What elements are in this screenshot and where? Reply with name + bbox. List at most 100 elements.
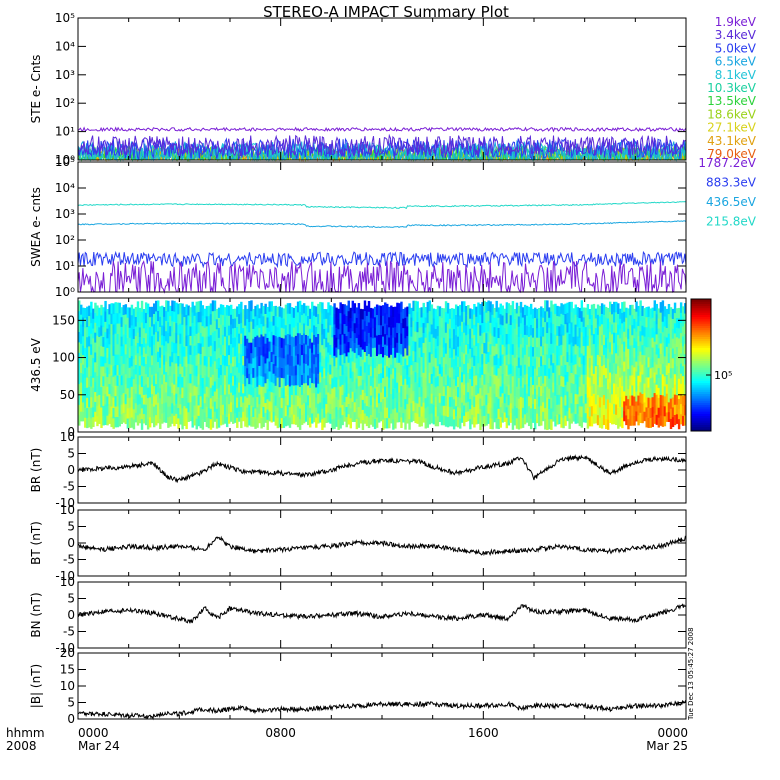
heatmap-cell [485, 373, 488, 385]
heatmap-cell [140, 311, 144, 323]
heatmap-cell [489, 301, 492, 313]
heatmap-cell [454, 395, 458, 407]
heatmap-cell [82, 364, 85, 375]
heatmap-cell [347, 403, 350, 415]
heatmap-cell [509, 305, 513, 316]
heatmap-cell [244, 305, 247, 316]
heatmap-cell [363, 331, 367, 342]
heatmap-cell [246, 397, 249, 408]
heatmap-cell [345, 325, 348, 337]
heatmap-cell [250, 352, 253, 364]
heatmap-cell [213, 320, 217, 332]
heatmap-cell [574, 334, 577, 345]
heatmap-cell [187, 334, 190, 345]
heatmap-cell [284, 324, 288, 336]
heatmap-cell [300, 304, 304, 316]
field-line [77, 454, 687, 484]
heatmap-cell [596, 394, 600, 406]
heatmap-cell [536, 356, 539, 367]
heatmap-cell [467, 353, 470, 364]
heatmap-cell [280, 407, 284, 419]
heatmap-cell [323, 358, 326, 369]
heatmap-cell [248, 383, 251, 395]
heatmap-cell [94, 401, 97, 412]
heatmap-cell [238, 401, 241, 412]
heatmap-cell [278, 316, 282, 327]
heatmap-cell [452, 378, 456, 390]
heatmap-cell [159, 418, 162, 429]
heatmap-cell [548, 337, 551, 349]
heatmap-cell [221, 334, 225, 346]
heatmap-cell [132, 328, 136, 340]
heatmap-cell [304, 305, 308, 316]
heatmap-cell [274, 365, 278, 376]
colorbar-step [691, 351, 711, 355]
heatmap-cell [146, 418, 150, 430]
heatmap-cell [300, 394, 304, 405]
colorbar-step [691, 380, 711, 384]
heatmap-cell [382, 367, 385, 379]
heatmap-cell [570, 362, 573, 373]
heatmap-cell [623, 311, 626, 322]
heatmap-cell [142, 375, 146, 386]
heatmap-cell [546, 418, 549, 431]
heatmap-cell [227, 394, 231, 405]
heatmap-cell [379, 363, 383, 374]
heatmap-cell [92, 347, 95, 359]
heatmap-cell [118, 364, 121, 375]
heatmap-cell [456, 396, 460, 408]
heatmap-cell [311, 403, 314, 414]
heatmap-cell [260, 365, 263, 377]
heatmap-cell [146, 366, 150, 378]
heatmap-cell [88, 315, 91, 327]
heatmap-cell [365, 325, 369, 336]
heatmap-cell [236, 306, 239, 317]
heatmap-cell [294, 315, 298, 326]
y-tick-label: 100 [52, 351, 75, 365]
heatmap-cell [382, 336, 385, 347]
heatmap-cell [80, 314, 83, 325]
heatmap-cell [140, 375, 144, 387]
heatmap-cell [351, 341, 355, 352]
heatmap-cell [550, 386, 553, 398]
heatmap-cell [82, 317, 85, 327]
heatmap-cell [448, 328, 452, 339]
heatmap-cell [102, 317, 105, 328]
heatmap-cell [296, 406, 300, 417]
heatmap-cell [307, 365, 310, 376]
heatmap-cell [621, 344, 624, 355]
heatmap-cell [544, 418, 547, 430]
heatmap-cell [205, 406, 209, 417]
heatmap-cell [665, 412, 669, 422]
heatmap-cell [586, 324, 590, 336]
heatmap-cell [363, 300, 367, 312]
heatmap-cell [86, 326, 89, 338]
heatmap-cell [438, 344, 442, 355]
heatmap-cell [290, 326, 294, 337]
heatmap-cell [536, 365, 539, 376]
heatmap-cell [649, 358, 652, 369]
heatmap-cell [213, 411, 217, 422]
heatmap-cell [177, 376, 180, 388]
heatmap-cell [456, 376, 460, 388]
heatmap-cell [669, 418, 673, 430]
heatmap-cell [347, 310, 350, 322]
heatmap-cell [327, 352, 330, 363]
heatmap-cell [167, 374, 170, 386]
heatmap-cell [677, 388, 681, 399]
heatmap-cell [507, 364, 511, 375]
heatmap-cell [440, 395, 444, 406]
heatmap-cell [495, 343, 498, 355]
heatmap-cell [661, 300, 665, 312]
series-line-3 [77, 201, 687, 210]
heatmap-cell [402, 365, 405, 376]
heatmap-cell [438, 335, 442, 346]
heatmap-cell [205, 316, 209, 327]
heatmap-cell [525, 364, 529, 375]
heatmap-cell [665, 393, 669, 404]
heatmap-cell [254, 418, 257, 429]
heatmap-cell [465, 305, 468, 316]
heatmap-cell [292, 356, 296, 367]
heatmap-cell [428, 341, 432, 353]
heatmap-cell [219, 334, 223, 345]
